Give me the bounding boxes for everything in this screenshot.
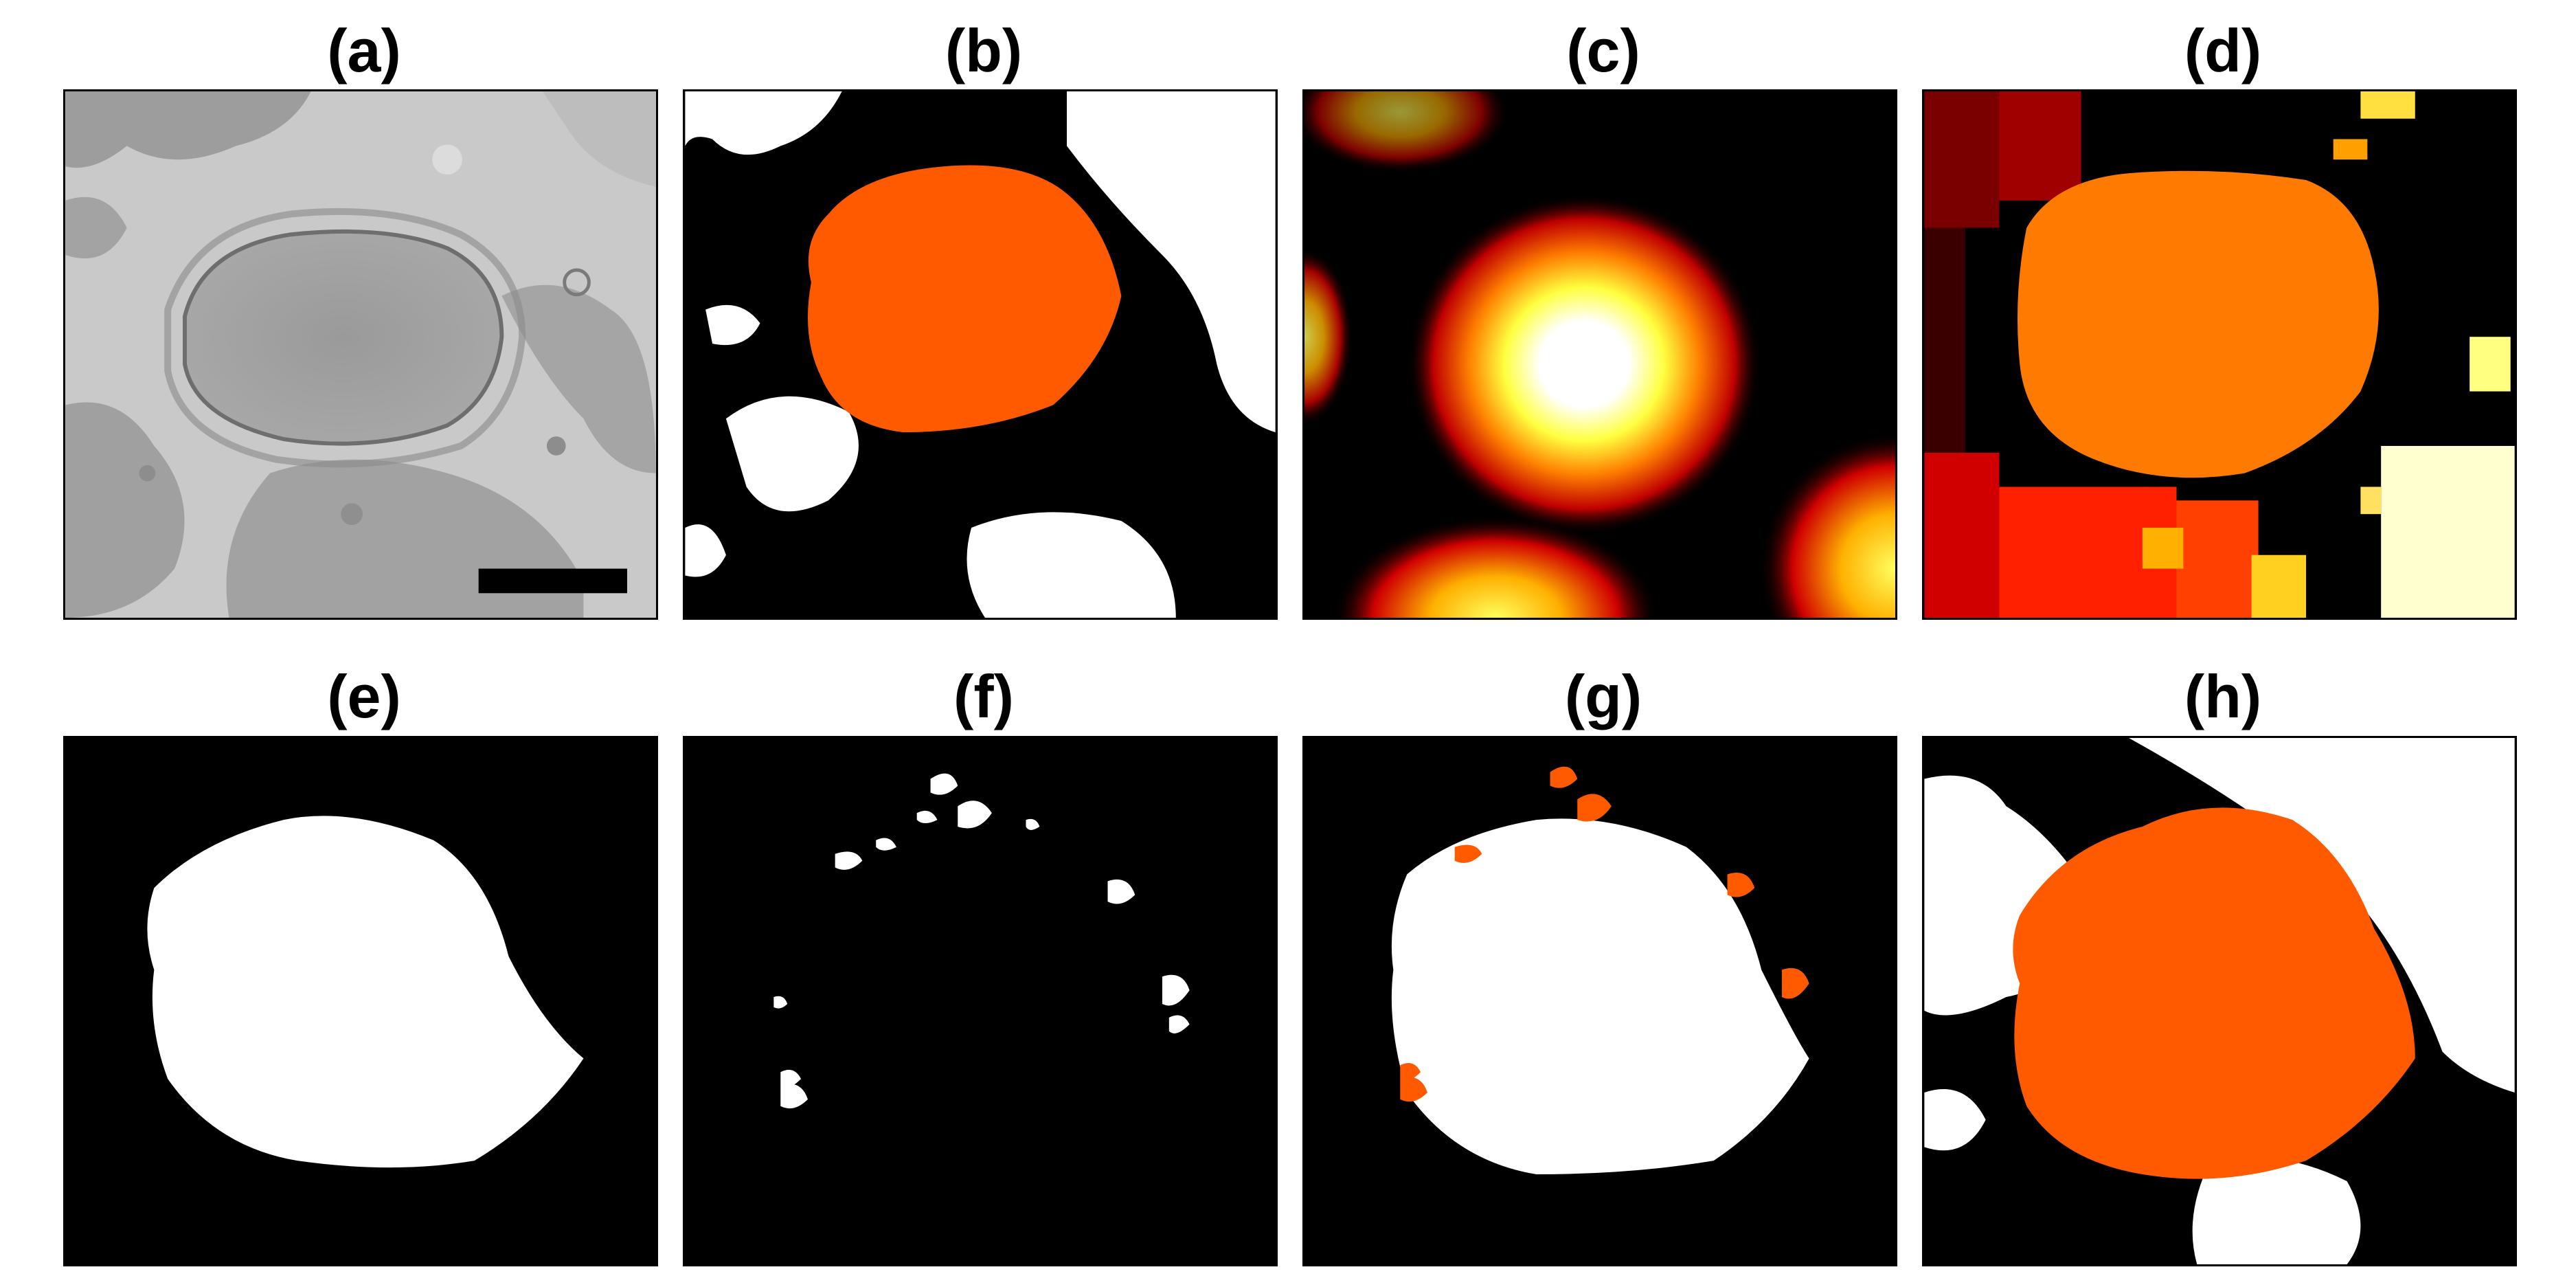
panel-label-g: (g) bbox=[1564, 662, 1642, 730]
panel-c-distance-heatmap bbox=[1302, 89, 1897, 620]
panel-h-final-segmentation bbox=[1922, 736, 2517, 1266]
panel-f-boundary-fragments bbox=[683, 736, 1278, 1266]
distance-heatmap-image bbox=[1304, 91, 1895, 618]
panel-label-a: (a) bbox=[327, 16, 401, 85]
panel-label-b: (b) bbox=[945, 16, 1023, 85]
mask-fragments-image bbox=[1304, 738, 1895, 1264]
binary-mask-image bbox=[685, 91, 1276, 618]
panel-label-h: (h) bbox=[2184, 662, 2262, 730]
panel-e-nucleus-mask bbox=[63, 736, 658, 1266]
panel-g-mask-with-fragments bbox=[1302, 736, 1897, 1266]
panel-label-c: (c) bbox=[1566, 16, 1640, 85]
final-segmentation-image bbox=[1924, 738, 2515, 1264]
nucleus-mask-image bbox=[65, 738, 656, 1264]
panel-label-f: (f) bbox=[953, 662, 1014, 730]
watershed-image bbox=[1924, 91, 2515, 618]
panel-d-watershed-regions bbox=[1922, 89, 2517, 620]
panel-b-binary-mask bbox=[683, 89, 1278, 620]
panel-label-e: (e) bbox=[327, 662, 401, 730]
boundary-fragments-image bbox=[685, 738, 1276, 1264]
panel-a-micrograph bbox=[63, 89, 658, 620]
panel-label-d: (d) bbox=[2184, 16, 2262, 85]
micrograph-image bbox=[65, 91, 656, 618]
